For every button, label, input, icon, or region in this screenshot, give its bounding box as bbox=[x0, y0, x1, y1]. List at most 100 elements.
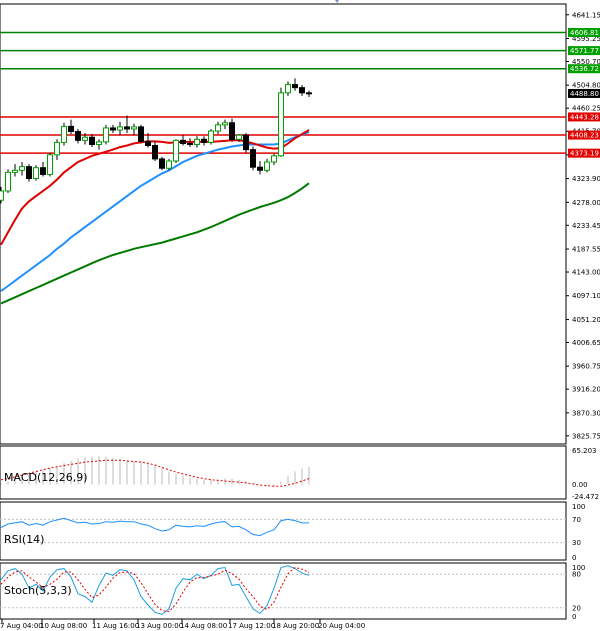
price-tick-label: 4187.55 bbox=[572, 246, 600, 254]
candle-body bbox=[103, 127, 109, 143]
candle-body bbox=[250, 149, 256, 168]
candle-body bbox=[124, 126, 130, 130]
stoch-title: Stoch(5,3,3) bbox=[4, 584, 72, 597]
candle-body bbox=[89, 136, 95, 145]
price-axis: 4641.154595.254550.704504.804460.254415.… bbox=[566, 11, 600, 440]
current-price-tag: 4488.80 bbox=[570, 90, 599, 98]
candle-body bbox=[110, 127, 116, 131]
candle-body bbox=[96, 141, 102, 145]
time-tick-label: 11 Aug 16:00 bbox=[92, 622, 139, 630]
time-tick-label: 13 Aug 00:00 bbox=[136, 622, 183, 630]
candle-body bbox=[229, 122, 235, 140]
macd-series: 65.203 0.00 -24.472 bbox=[0, 447, 599, 501]
candle-body bbox=[138, 126, 144, 142]
candle-body bbox=[180, 139, 186, 144]
rsi-tick-label: 100 bbox=[572, 503, 585, 511]
candle-body bbox=[292, 84, 298, 89]
candle-body bbox=[299, 87, 305, 94]
price-tick-label: 4051.20 bbox=[572, 316, 600, 324]
candle-body bbox=[131, 126, 137, 130]
time-tick-label: 10 Aug 08:00 bbox=[40, 622, 87, 630]
ma-green-line bbox=[0, 182, 310, 305]
price-tick-label: 3870.30 bbox=[572, 409, 600, 417]
resistance-tag-bg bbox=[568, 64, 600, 74]
candle-body bbox=[33, 167, 39, 180]
resistance-tag: 4536.72 bbox=[570, 65, 599, 73]
support-tag: 4373.19 bbox=[570, 150, 599, 158]
time-tick-label: 7 Aug 04:00 bbox=[0, 622, 43, 630]
price-tick-label: 3825.75 bbox=[572, 432, 600, 440]
price-tick-label: 4278.00 bbox=[572, 199, 600, 207]
price-tick-label: 4233.45 bbox=[572, 222, 600, 230]
price-tick-label: 4006.65 bbox=[572, 339, 600, 347]
rsi-series: 100 70 30 0 bbox=[0, 503, 585, 562]
candle-body bbox=[152, 145, 158, 160]
candle-body bbox=[271, 155, 277, 163]
support-tag-bg bbox=[568, 112, 600, 122]
rsi-tick-label: 30 bbox=[572, 539, 581, 547]
macd-title: MACD(12,26,9) bbox=[4, 471, 88, 484]
price-panel bbox=[0, 3, 567, 445]
shift-marker-icon bbox=[335, 0, 339, 3]
candle-body bbox=[40, 167, 46, 175]
stoch-tick-label: 20 bbox=[572, 604, 581, 612]
stoch-k-line bbox=[0, 565, 310, 616]
stoch-tick-label: 80 bbox=[572, 571, 581, 579]
candle-body bbox=[26, 166, 32, 180]
rsi-title: RSI(14) bbox=[4, 533, 44, 546]
candle-body bbox=[285, 84, 291, 94]
macd-tick-label: -24.472 bbox=[572, 493, 599, 501]
price-tick-label: 4460.25 bbox=[572, 105, 600, 113]
candle-body bbox=[0, 190, 4, 201]
candle-body bbox=[194, 138, 200, 145]
candle-body bbox=[47, 154, 53, 175]
resistance-tag-bg bbox=[568, 28, 600, 38]
candle-body bbox=[222, 122, 228, 126]
time-tick-label: 14 Aug 08:00 bbox=[180, 622, 227, 630]
candle-body bbox=[68, 125, 74, 133]
price-tick-label: 4595.25 bbox=[572, 35, 600, 43]
candle-body bbox=[215, 124, 221, 132]
candle-body bbox=[208, 130, 214, 143]
price-level-tags: 4606.81 4571.77 4536.72 4443.28 4408.23 4373.… bbox=[568, 28, 600, 158]
support-tag-bg bbox=[568, 148, 600, 158]
candle-body bbox=[145, 140, 151, 147]
time-tick-label: 18 Aug 20:00 bbox=[272, 622, 319, 630]
resistance-tag: 4571.77 bbox=[570, 47, 599, 55]
price-tick-label: 3916.20 bbox=[572, 386, 600, 394]
candle-body bbox=[264, 161, 270, 171]
candle-body bbox=[257, 166, 263, 171]
rsi-line bbox=[0, 517, 309, 537]
candle-body bbox=[159, 158, 165, 169]
candle-body bbox=[278, 92, 284, 157]
time-tick-label: 17 Aug 12:00 bbox=[228, 622, 275, 630]
resistance-tag-bg bbox=[568, 46, 600, 56]
stoch-tick-label: 0 bbox=[572, 613, 576, 621]
candle-body bbox=[5, 171, 11, 192]
candle-body bbox=[173, 139, 179, 162]
support-tag-bg bbox=[568, 130, 600, 140]
price-tick-label: 4504.80 bbox=[572, 82, 600, 90]
rsi-panel bbox=[0, 501, 567, 561]
macd-tick-label: 65.203 bbox=[572, 447, 597, 455]
price-tick-label: 4323.90 bbox=[572, 175, 600, 183]
candle-body bbox=[82, 136, 88, 141]
rsi-tick-label: 70 bbox=[572, 516, 581, 524]
candle-body bbox=[243, 134, 249, 151]
resistance-tag: 4606.81 bbox=[570, 29, 599, 37]
price-tick-label: 4550.70 bbox=[572, 58, 600, 66]
current-price-tag-bg bbox=[568, 88, 600, 98]
macd-signal-line bbox=[0, 459, 310, 487]
price-tick-label: 4641.15 bbox=[572, 11, 600, 19]
price-tick-label: 4097.10 bbox=[572, 292, 600, 300]
candle-body bbox=[19, 166, 25, 171]
candle-body bbox=[54, 141, 60, 156]
stoch-panel bbox=[0, 562, 567, 620]
candle-body bbox=[61, 125, 67, 143]
macd-panel bbox=[0, 445, 567, 500]
stoch-tick-label: 100 bbox=[572, 564, 585, 572]
candle-body bbox=[187, 142, 193, 145]
support-tag: 4443.28 bbox=[570, 113, 599, 121]
